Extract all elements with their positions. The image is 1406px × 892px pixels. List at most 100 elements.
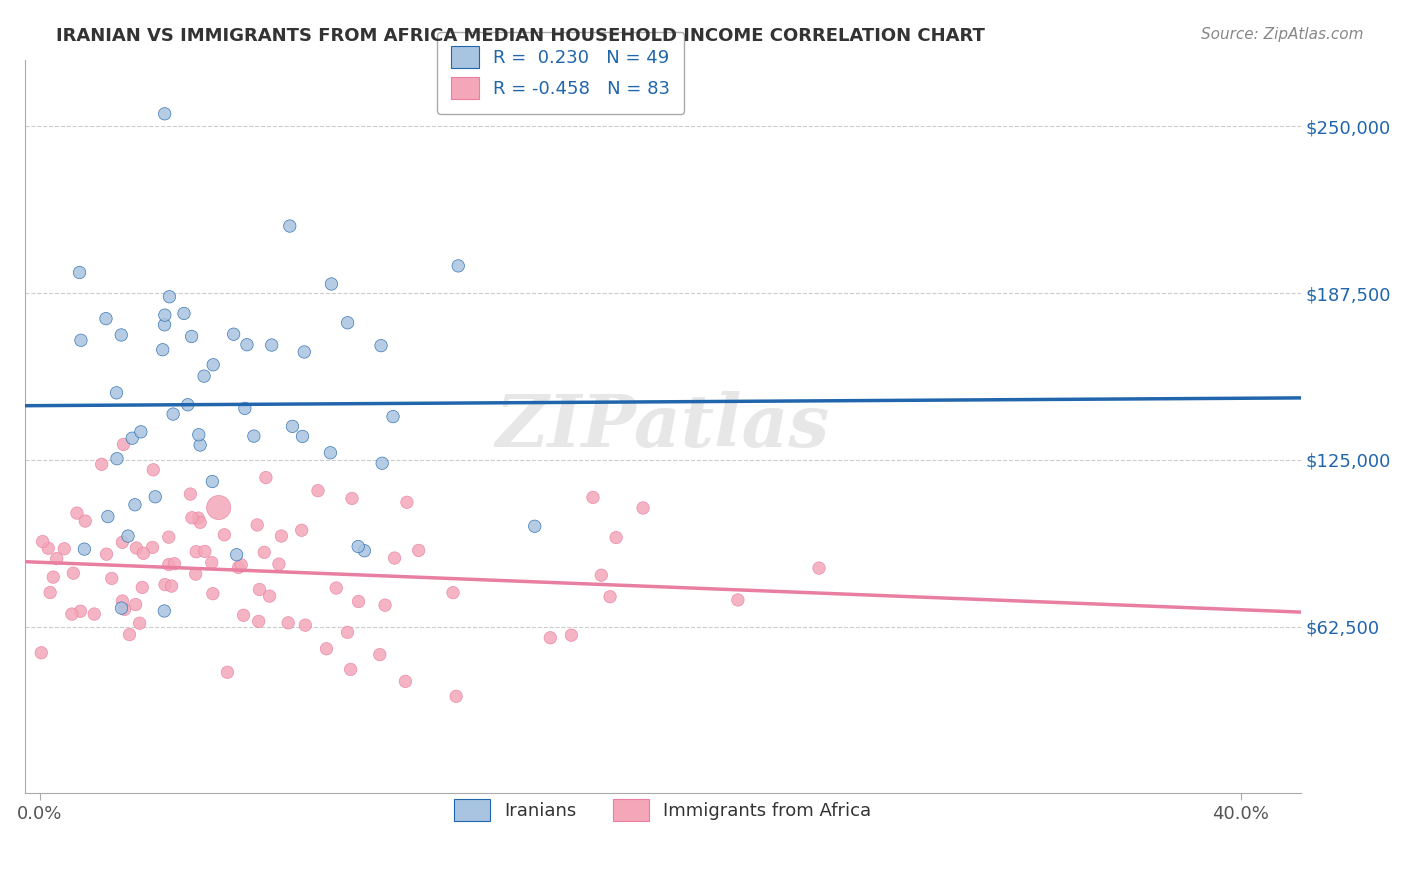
Point bbox=[69, 266, 91, 280]
Point bbox=[444, 690, 467, 704]
Point bbox=[125, 541, 148, 555]
Point bbox=[160, 579, 183, 593]
Point bbox=[249, 582, 271, 597]
Point bbox=[186, 545, 208, 559]
Point bbox=[53, 541, 76, 556]
Point bbox=[353, 543, 375, 558]
Point bbox=[201, 556, 224, 570]
Legend: Iranians, Immigrants from Africa: Iranians, Immigrants from Africa bbox=[440, 785, 886, 836]
Point bbox=[100, 571, 122, 585]
Point bbox=[83, 607, 105, 621]
Point bbox=[132, 546, 155, 560]
Point bbox=[180, 329, 202, 343]
Point bbox=[808, 561, 831, 575]
Point bbox=[243, 429, 266, 443]
Point bbox=[523, 519, 546, 533]
Point bbox=[153, 308, 176, 322]
Point bbox=[152, 343, 174, 357]
Point bbox=[538, 631, 561, 645]
Point bbox=[73, 542, 96, 557]
Point bbox=[447, 259, 470, 273]
Point bbox=[111, 535, 134, 549]
Point bbox=[157, 530, 180, 544]
Point bbox=[231, 558, 253, 572]
Point bbox=[105, 385, 128, 400]
Point bbox=[90, 457, 112, 471]
Point bbox=[131, 581, 153, 595]
Point bbox=[232, 608, 254, 623]
Point bbox=[69, 604, 91, 618]
Point bbox=[368, 648, 391, 662]
Point bbox=[75, 514, 97, 528]
Point bbox=[214, 528, 236, 542]
Point bbox=[159, 290, 181, 304]
Point bbox=[370, 338, 392, 352]
Point bbox=[325, 581, 347, 595]
Point bbox=[66, 506, 89, 520]
Point bbox=[394, 674, 416, 689]
Point bbox=[184, 567, 207, 582]
Point bbox=[267, 557, 290, 571]
Point bbox=[173, 306, 195, 320]
Point bbox=[193, 369, 215, 384]
Point bbox=[62, 566, 84, 581]
Point bbox=[259, 589, 281, 603]
Point bbox=[233, 401, 256, 416]
Point bbox=[94, 311, 117, 326]
Point bbox=[177, 398, 200, 412]
Point bbox=[260, 338, 283, 352]
Point bbox=[347, 540, 370, 554]
Point bbox=[371, 456, 394, 470]
Point bbox=[30, 646, 52, 660]
Point bbox=[217, 665, 239, 680]
Point bbox=[96, 547, 118, 561]
Point bbox=[153, 318, 176, 332]
Point bbox=[291, 429, 314, 443]
Point bbox=[121, 431, 143, 445]
Point bbox=[105, 451, 128, 466]
Point bbox=[114, 602, 136, 616]
Point bbox=[110, 328, 132, 343]
Point bbox=[37, 541, 59, 556]
Point bbox=[408, 543, 430, 558]
Point bbox=[45, 551, 67, 566]
Point bbox=[560, 628, 582, 642]
Point bbox=[225, 548, 247, 562]
Point bbox=[118, 627, 141, 641]
Point bbox=[292, 345, 315, 359]
Point bbox=[157, 558, 180, 572]
Point bbox=[179, 487, 201, 501]
Point bbox=[142, 463, 165, 477]
Point bbox=[153, 604, 176, 618]
Point bbox=[153, 577, 176, 591]
Point bbox=[42, 570, 65, 584]
Point bbox=[336, 316, 359, 330]
Point bbox=[187, 511, 209, 525]
Point bbox=[727, 593, 749, 607]
Point bbox=[31, 534, 53, 549]
Point bbox=[124, 498, 146, 512]
Point bbox=[253, 545, 276, 559]
Point bbox=[128, 616, 150, 631]
Point bbox=[39, 585, 62, 599]
Text: IRANIAN VS IMMIGRANTS FROM AFRICA MEDIAN HOUSEHOLD INCOME CORRELATION CHART: IRANIAN VS IMMIGRANTS FROM AFRICA MEDIAN… bbox=[56, 27, 986, 45]
Point bbox=[321, 277, 343, 291]
Point bbox=[270, 529, 292, 543]
Point bbox=[336, 625, 359, 640]
Point bbox=[307, 483, 329, 498]
Point bbox=[60, 607, 83, 621]
Point bbox=[395, 495, 418, 509]
Point bbox=[97, 509, 120, 524]
Point bbox=[281, 419, 304, 434]
Point bbox=[162, 407, 184, 421]
Point bbox=[110, 601, 132, 615]
Point bbox=[188, 516, 211, 530]
Point bbox=[382, 409, 405, 424]
Point bbox=[111, 594, 134, 608]
Point bbox=[236, 337, 259, 351]
Point bbox=[202, 358, 225, 372]
Point bbox=[70, 333, 93, 347]
Point bbox=[582, 491, 605, 505]
Point bbox=[315, 641, 337, 656]
Point bbox=[143, 490, 166, 504]
